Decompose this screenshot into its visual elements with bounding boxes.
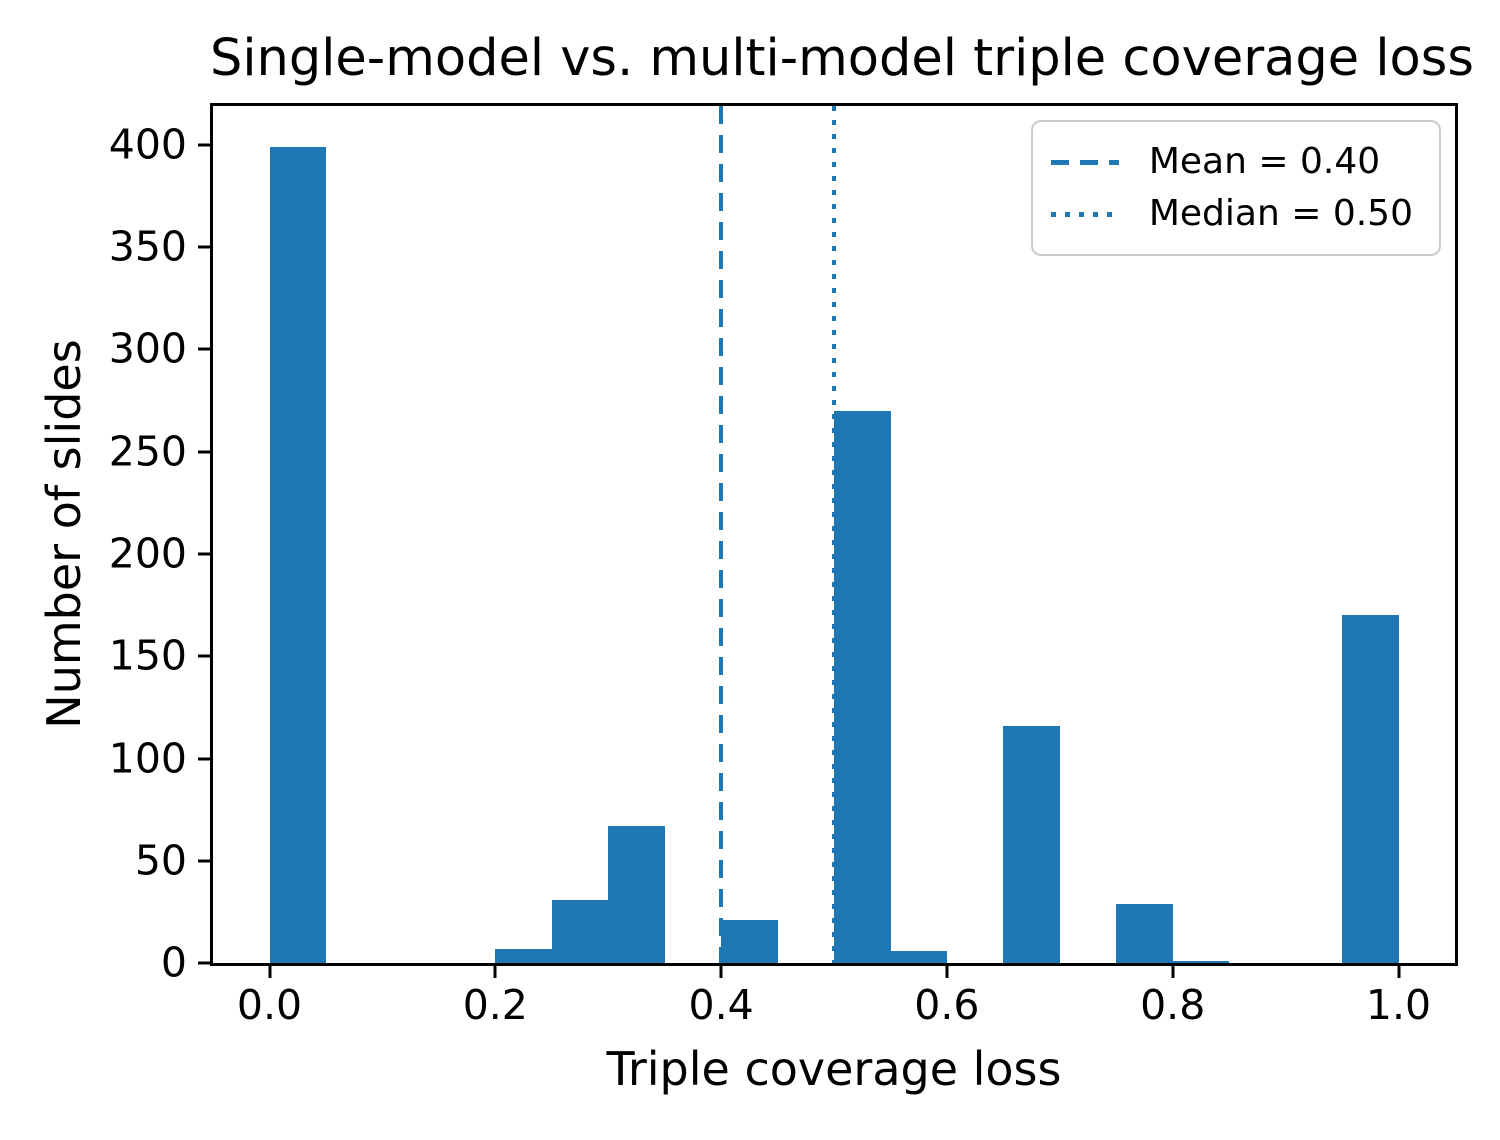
- histogram-bar: [721, 920, 778, 963]
- y-axis-label: Number of slides: [37, 339, 91, 729]
- y-axis-tick: [198, 654, 210, 658]
- histogram-bar: [551, 899, 609, 963]
- histogram-bar: [495, 948, 552, 963]
- x-axis-label: Triple coverage loss: [606, 1042, 1062, 1096]
- y-axis-tick: [198, 859, 210, 863]
- histogram-bar: [1003, 725, 1060, 963]
- x-axis-tick: [1397, 966, 1400, 978]
- y-axis-tick: [198, 961, 210, 965]
- legend-entry-median: Median = 0.50: [1050, 188, 1413, 240]
- y-axis-tick-label: 300: [108, 324, 187, 373]
- x-axis-tick: [1171, 966, 1175, 978]
- histogram-bar: [1342, 615, 1399, 963]
- y-axis-tick: [198, 757, 210, 760]
- legend-label: Mean = 0.40: [1148, 141, 1381, 182]
- x-axis-tick-label: 0.0: [236, 981, 303, 1029]
- legend: Mean = 0.40 Median = 0.50: [1030, 120, 1441, 256]
- legend-entry-mean: Mean = 0.40: [1050, 136, 1413, 188]
- y-axis-tick: [198, 143, 210, 147]
- chart-title: Single-model vs. multi-model triple cove…: [210, 29, 1474, 88]
- y-axis-tick: [198, 245, 210, 249]
- x-axis-tick: [493, 966, 497, 978]
- histogram-bar: [1172, 961, 1230, 963]
- x-axis-tick-label: 0.8: [1140, 981, 1206, 1029]
- x-axis-tick-label: 0.2: [462, 981, 528, 1029]
- x-axis-tick: [719, 966, 723, 978]
- y-axis-tick-label: 150: [108, 631, 187, 680]
- y-axis-tick-label: 200: [108, 529, 187, 578]
- histogram-bar: [1116, 903, 1173, 963]
- histogram-bar: [608, 826, 665, 963]
- x-axis-tick: [945, 966, 949, 978]
- y-axis-tick: [198, 552, 210, 556]
- legend-label: Median = 0.50: [1148, 193, 1413, 234]
- y-axis-tick-label: 0: [160, 938, 187, 987]
- x-axis-tick-label: 0.6: [914, 981, 980, 1029]
- y-axis-tick-label: 400: [108, 120, 187, 169]
- median-reference-line: [832, 106, 836, 963]
- y-axis-tick-label: 350: [108, 222, 187, 271]
- histogram-bar: [834, 410, 891, 963]
- dashed-line-sample-icon: [1050, 159, 1119, 165]
- x-axis-tick: [268, 966, 271, 978]
- mean-reference-line: [719, 106, 724, 963]
- dotted-line-sample-icon: [1050, 211, 1119, 217]
- x-axis-tick-label: 1.0: [1365, 981, 1432, 1029]
- x-axis-tick-label: 0.4: [688, 981, 754, 1029]
- histogram-bar: [890, 950, 947, 963]
- y-axis-tick-label: 50: [134, 836, 187, 885]
- y-axis-tick: [198, 450, 210, 454]
- y-axis-tick-label: 100: [108, 734, 187, 782]
- histogram-bar: [269, 146, 326, 963]
- y-axis-tick: [198, 347, 210, 351]
- y-axis-tick-label: 250: [108, 427, 187, 476]
- plot-area: 0.0 0.2 0.4 0.6 0.8 1.0 0 50 100 150 200 250 300 350 4…: [109, 103, 1458, 1028]
